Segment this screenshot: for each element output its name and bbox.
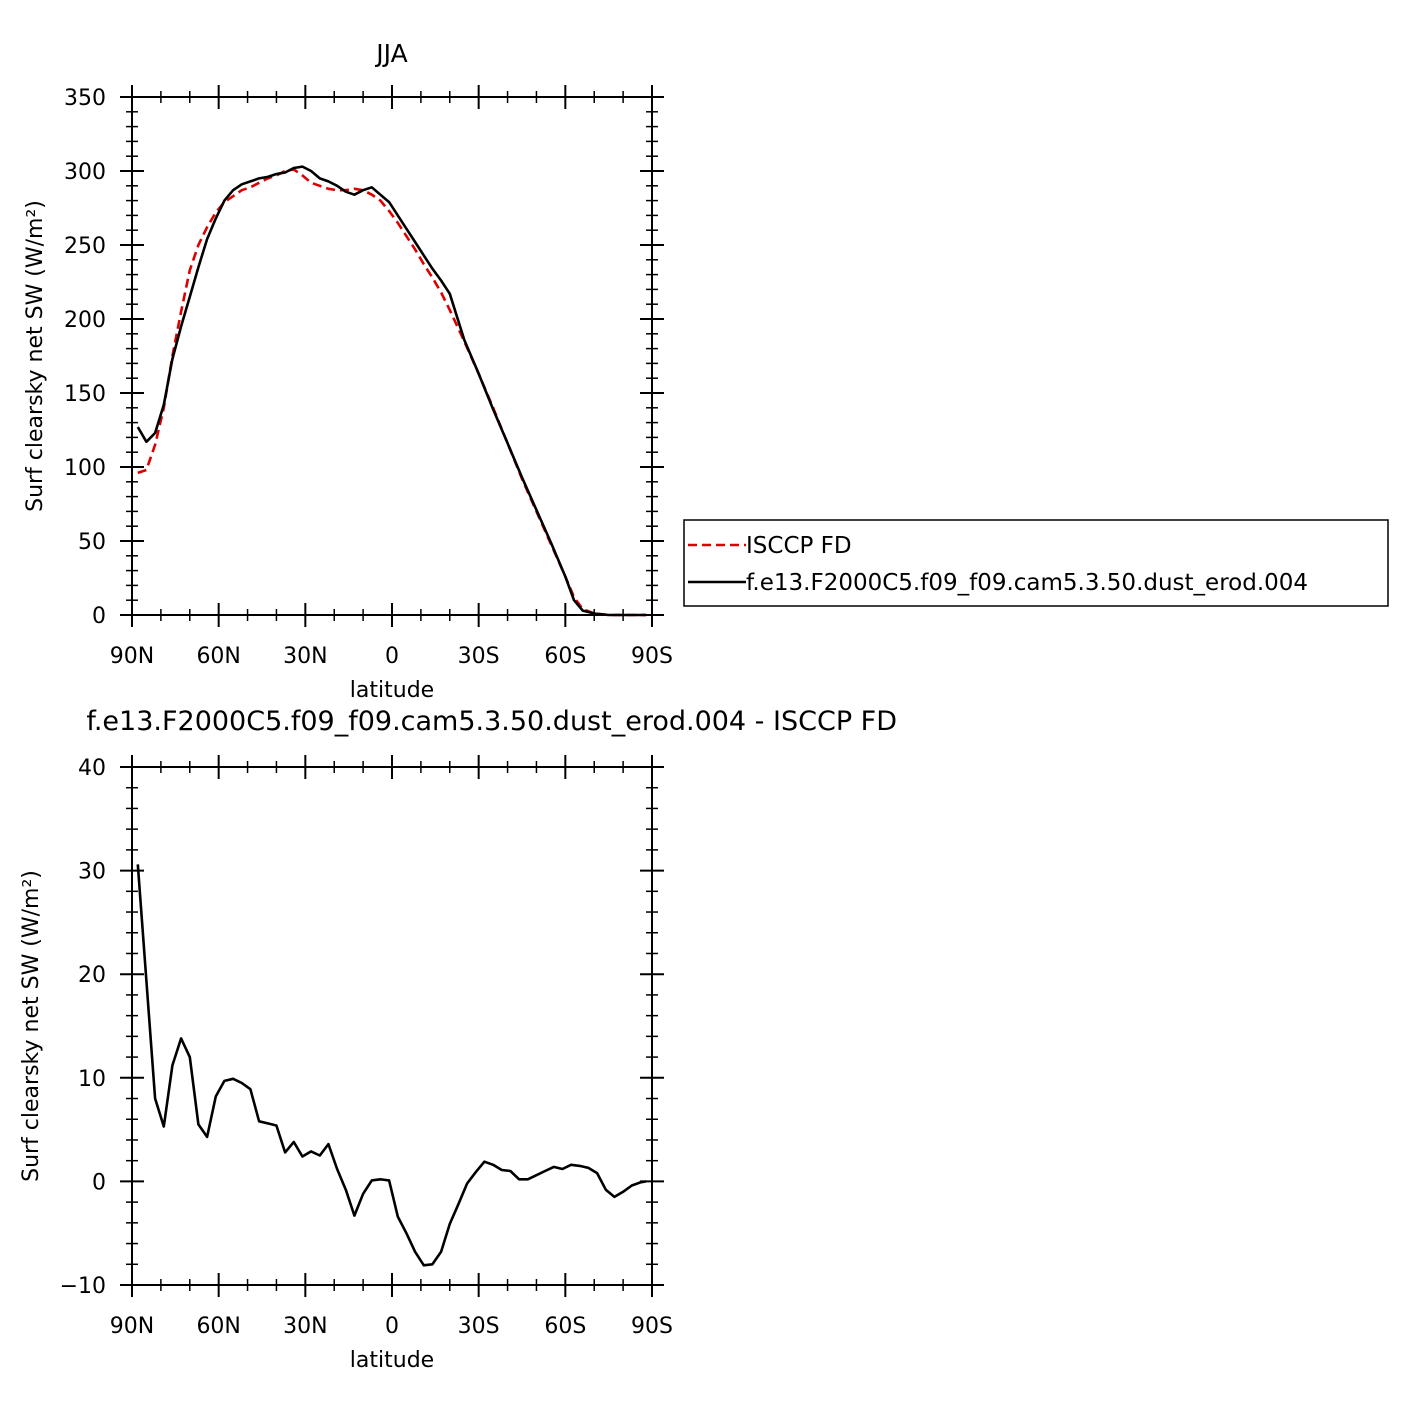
- legend: ISCCP FD f.e13.F2000C5.f09_f09.cam5.3.50…: [683, 519, 1389, 607]
- bottom-xtick-label: 0: [385, 1314, 399, 1339]
- bottom-xtick-label: 30S: [458, 1314, 500, 1339]
- top-plot-frame: [131, 96, 653, 616]
- top-xtick-label: 60N: [196, 644, 240, 669]
- bottom-ytick-label: 30: [78, 860, 106, 885]
- bottom-x-tick-labels: 90N 60N 30N 0 30S 60S 90S: [110, 1314, 673, 1339]
- top-ytick-label: 100: [64, 456, 106, 481]
- bottom-tick-marks: [120, 755, 664, 1297]
- top-series-line-0: [137, 168, 647, 617]
- top-ytick-label: 150: [64, 382, 106, 407]
- bottom-xtick-label: 30N: [283, 1314, 327, 1339]
- bottom-ytick-label: −10: [60, 1274, 106, 1299]
- legend-box: [683, 519, 1389, 607]
- top-ytick-label: 200: [64, 308, 106, 333]
- top-series-line-1: [136, 165, 647, 617]
- bottom-series-line-0: [136, 864, 647, 1267]
- bottom-xtick-label: 90S: [631, 1314, 673, 1339]
- bottom-ytick-label: 10: [78, 1067, 106, 1092]
- bottom-ytick-label: 20: [78, 963, 106, 988]
- bottom-ytick-label: 0: [92, 1170, 106, 1195]
- top-y-axis-label: Surf clearsky net SW (W/m²): [23, 200, 48, 512]
- top-ytick-label: 300: [64, 160, 106, 185]
- top-xtick-label: 0: [385, 644, 399, 669]
- top-x-axis-label: latitude: [350, 678, 434, 703]
- top-xtick-label: 90S: [631, 644, 673, 669]
- bottom-x-axis-label: latitude: [350, 1348, 434, 1373]
- top-y-tick-labels: 0 50 100 150 200 250 300 350: [64, 86, 106, 629]
- top-ytick-label: 350: [64, 86, 106, 111]
- top-ytick-label: 250: [64, 234, 106, 259]
- top-xtick-label: 30N: [283, 644, 327, 669]
- top-xtick-label: 30S: [458, 644, 500, 669]
- bottom-xtick-label: 60N: [196, 1314, 240, 1339]
- bottom-xtick-label: 90N: [110, 1314, 154, 1339]
- legend-label-model: f.e13.F2000C5.f09_f09.cam5.3.50.dust_ero…: [746, 570, 1308, 596]
- bottom-xtick-label: 60S: [544, 1314, 586, 1339]
- top-xtick-label: 60S: [544, 644, 586, 669]
- top-series-group: [136, 165, 647, 617]
- top-panel-title: JJA: [374, 39, 407, 68]
- bottom-panel: f.e13.F2000C5.f09_f09.cam5.3.50.dust_ero…: [19, 706, 897, 1373]
- top-panel: JJA 0 50 100 150 200 250 300 350 90N 60N 30N 0 30S 6…: [23, 39, 673, 703]
- bottom-y-tick-labels: −10 0 10 20 30 40: [60, 756, 106, 1299]
- bottom-ytick-label: 40: [78, 756, 106, 781]
- bottom-panel-title: f.e13.F2000C5.f09_f09.cam5.3.50.dust_ero…: [86, 706, 897, 737]
- bottom-y-axis-label: Surf clearsky net SW (W/m²): [19, 870, 44, 1182]
- bottom-series-group: [136, 864, 647, 1267]
- legend-label-isccp: ISCCP FD: [746, 533, 852, 559]
- top-ytick-label: 0: [92, 604, 106, 629]
- top-xtick-label: 90N: [110, 644, 154, 669]
- top-ytick-label: 50: [78, 530, 106, 555]
- top-tick-marks: [120, 85, 664, 627]
- bottom-plot-frame: [131, 766, 653, 1286]
- top-x-tick-labels: 90N 60N 30N 0 30S 60S 90S: [110, 644, 673, 669]
